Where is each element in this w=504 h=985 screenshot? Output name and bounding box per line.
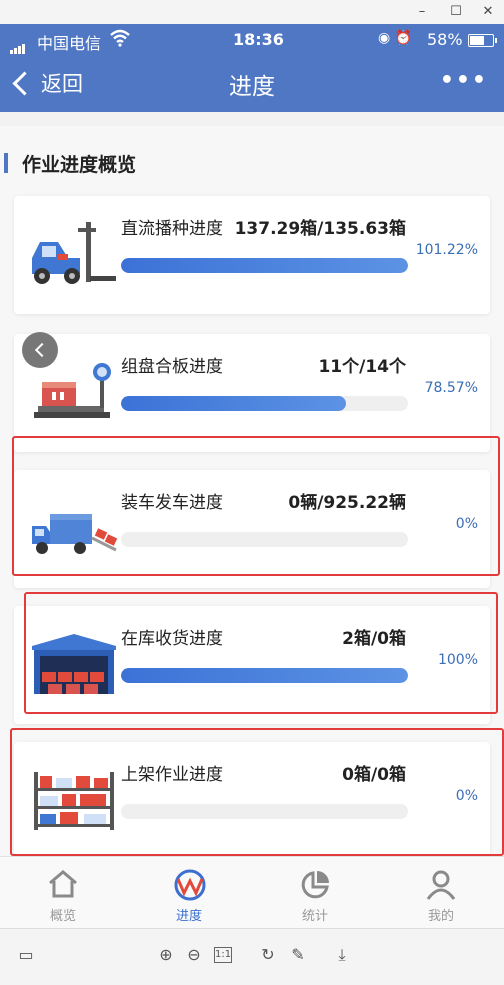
progress-content: 作业进度概览 直流播种进度 137.29箱/135.63箱 101.22% xyxy=(0,126,504,860)
zoom-out-icon[interactable]: ⊖ xyxy=(187,945,201,964)
card-label: 装车发车进度 xyxy=(121,493,223,513)
card-label: 上架作业进度 xyxy=(121,765,223,785)
rotate-icon[interactable]: ↻ xyxy=(261,945,275,964)
card-value: 137.29箱/135.63箱 xyxy=(234,219,406,239)
download-icon[interactable]: ⤓ xyxy=(338,945,346,964)
progress-card-palletizing[interactable]: 组盘合板进度 11个/14个 78.57% xyxy=(14,334,490,452)
tab-overview[interactable]: 概览 xyxy=(0,857,126,929)
progress-fill xyxy=(121,396,347,411)
wifi-icon xyxy=(110,29,130,51)
progress-logo-icon xyxy=(174,869,206,901)
section-title: 作业进度概览 xyxy=(22,153,137,176)
progress-bar xyxy=(121,532,408,547)
signal-icon xyxy=(10,35,26,54)
battery-icon xyxy=(468,34,497,47)
tab-statistics[interactable]: 统计 xyxy=(252,857,378,929)
back-label: 返回 xyxy=(41,72,83,96)
progress-fill xyxy=(121,668,408,683)
collapse-handle-icon[interactable] xyxy=(22,332,58,368)
progress-bar xyxy=(121,258,408,273)
progress-card-direct-seeding[interactable]: 直流播种进度 137.29箱/135.63箱 101.22% xyxy=(14,196,490,314)
home-icon xyxy=(49,870,77,898)
status-bar: 中国电信 18:36 ◉ ⏰ 58% xyxy=(0,24,504,54)
carrier-name: 中国电信 xyxy=(37,34,102,53)
pallet-scale-icon xyxy=(34,363,111,418)
progress-fill xyxy=(121,258,408,273)
tab-label: 概览 xyxy=(49,909,76,924)
tab-mine[interactable]: 我的 xyxy=(378,857,504,929)
back-button[interactable]: 返回 xyxy=(12,68,83,98)
shelf-icon xyxy=(34,772,114,830)
minimize-icon[interactable]: – xyxy=(418,4,426,19)
progress-bar xyxy=(121,804,408,819)
edit-icon[interactable]: ✎ xyxy=(291,945,305,964)
card-value: 0箱/0箱 xyxy=(342,765,406,785)
close-icon[interactable]: ✕ xyxy=(482,4,494,19)
maximize-icon[interactable]: ☐ xyxy=(450,4,462,19)
warehouse-icon xyxy=(32,634,116,694)
progress-card-shelving[interactable]: 上架作业进度 0箱/0箱 0% xyxy=(14,742,490,860)
pie-chart-icon xyxy=(301,871,329,899)
card-label: 组盘合板进度 xyxy=(121,357,223,377)
card-value: 11个/14个 xyxy=(318,357,406,377)
actual-size-icon[interactable]: 1:1 xyxy=(214,947,232,963)
card-percent: 0% xyxy=(455,516,478,532)
card-value: 0辆/925.22辆 xyxy=(288,493,406,513)
battery-percent: 58% xyxy=(427,30,463,49)
section-header: 作业进度概览 xyxy=(4,150,136,176)
card-label: 在库收货进度 xyxy=(121,629,223,649)
progress-bar xyxy=(121,396,408,411)
card-label: 直流播种进度 xyxy=(121,219,223,239)
card-value: 2箱/0箱 xyxy=(342,629,406,649)
tab-label: 进度 xyxy=(175,909,202,924)
more-button[interactable]: ••• xyxy=(439,68,488,93)
card-percent: 100% xyxy=(437,652,478,668)
clock-time: 18:36 xyxy=(233,30,284,49)
layout-icon[interactable]: ▭ xyxy=(18,945,34,964)
truck-loading-icon xyxy=(32,514,118,554)
tab-label: 统计 xyxy=(301,909,328,924)
tab-label: 我的 xyxy=(427,909,454,924)
tab-progress[interactable]: 进度 xyxy=(126,857,252,929)
progress-bar xyxy=(121,668,408,683)
annotation-box-shelving xyxy=(10,728,504,856)
page-title: 进度 xyxy=(229,74,275,100)
card-percent: 0% xyxy=(455,788,478,804)
card-percent: 78.57% xyxy=(424,380,478,396)
annotation-box-loading xyxy=(12,436,500,576)
forklift-icon xyxy=(32,222,116,284)
tab-bar: 概览 进度 统计 我的 xyxy=(0,856,504,929)
annotation-box-receiving xyxy=(24,592,498,714)
user-icon xyxy=(426,870,456,900)
lock-alarm-icons: ◉ ⏰ xyxy=(378,30,413,46)
card-percent: 101.22% xyxy=(415,242,478,258)
viewer-toolbar: ▭ ⊕ ⊖ 1:1 ↻ ✎ ⤓ xyxy=(0,928,504,985)
zoom-in-icon[interactable]: ⊕ xyxy=(159,945,173,964)
progress-card-receiving[interactable]: 在库收货进度 2箱/0箱 100% xyxy=(14,606,490,724)
progress-card-loading-dispatch[interactable]: 装车发车进度 0辆/925.22辆 0% xyxy=(14,470,490,588)
nav-bar: 返回 进度 ••• xyxy=(0,54,504,112)
section-accent-bar xyxy=(4,153,8,173)
window-chrome: – ☐ ✕ xyxy=(0,0,504,24)
